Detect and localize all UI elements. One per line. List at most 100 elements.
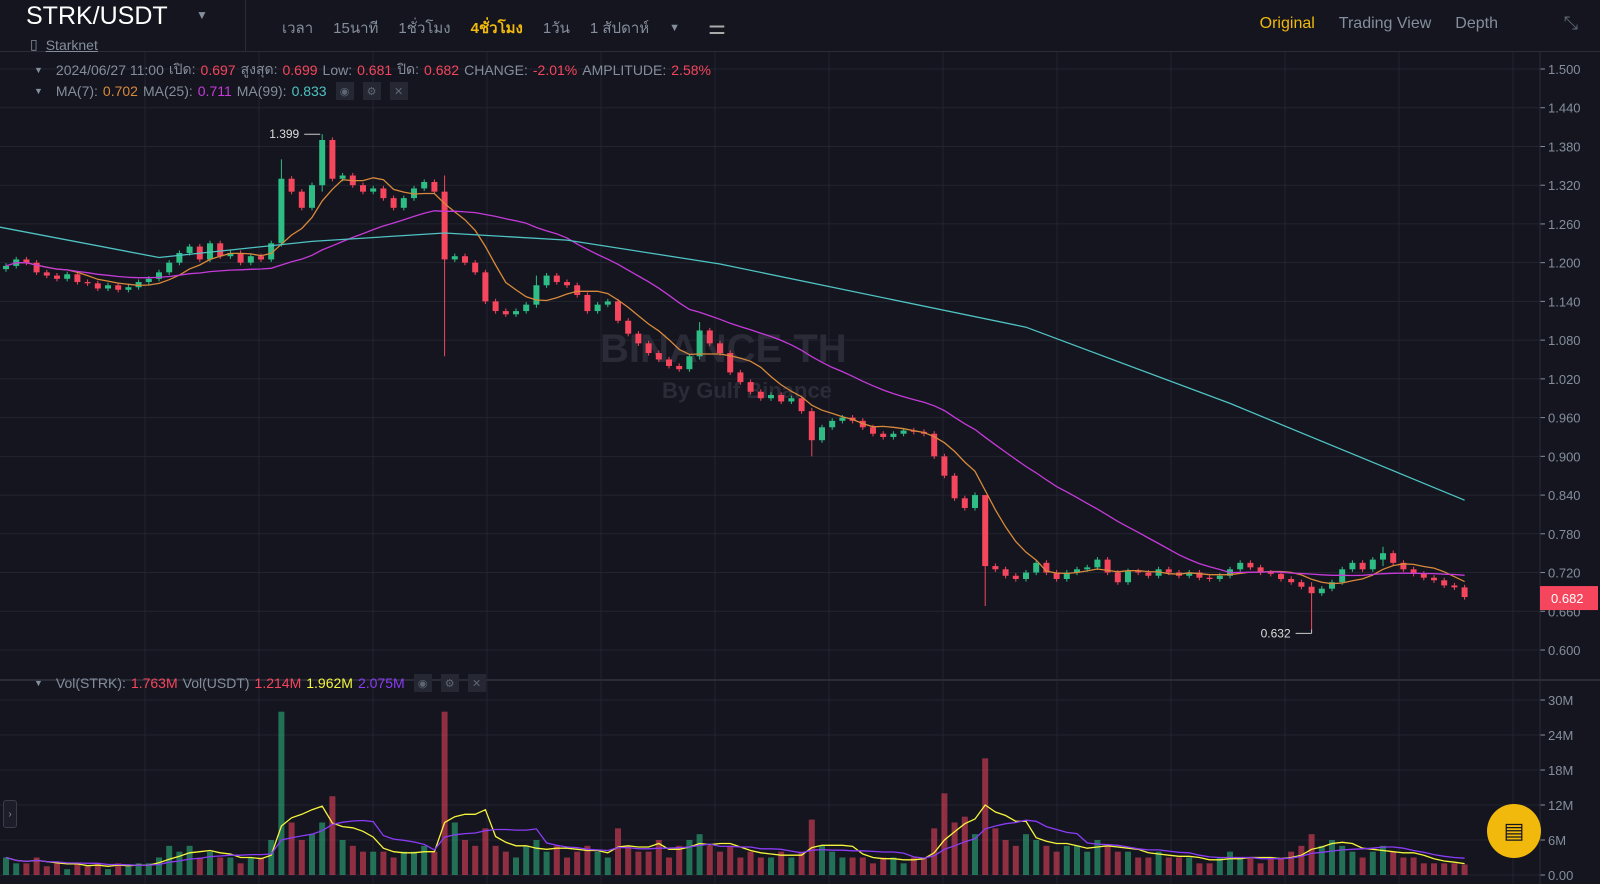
- candle: [1094, 557, 1101, 570]
- candle: [1043, 560, 1050, 576]
- eye-icon[interactable]: ◉: [413, 674, 432, 692]
- more-intervals-icon[interactable]: ▼: [669, 21, 681, 34]
- candle: [951, 473, 958, 501]
- candle-body: [1461, 587, 1468, 598]
- candle: [778, 392, 785, 405]
- volume-bar: [74, 863, 81, 875]
- volume-bar: [207, 851, 213, 875]
- volume-tick-label: 18M: [1548, 763, 1573, 778]
- candle: [135, 279, 142, 290]
- candle: [574, 282, 581, 298]
- close-icon[interactable]: ✕: [389, 82, 408, 100]
- volume-bar: [584, 845, 591, 875]
- candle-body: [1216, 575, 1223, 579]
- volume-bar: [910, 857, 917, 875]
- candle-body: [1390, 553, 1397, 563]
- volume-bar: [288, 822, 295, 875]
- volume-bar: [1135, 857, 1142, 875]
- volume-bar: [676, 845, 683, 875]
- gear-icon[interactable]: ⚙: [440, 674, 459, 692]
- volume-bar: [982, 758, 989, 875]
- candle: [808, 407, 815, 457]
- last-price-badge: [1540, 586, 1598, 611]
- candle-body: [584, 294, 591, 312]
- vol-ma1-value: 1.962M: [306, 675, 353, 691]
- pair-dropdown-icon[interactable]: ▼: [196, 8, 208, 22]
- chat-button[interactable]: ▤: [1487, 804, 1541, 858]
- close-icon[interactable]: ✕: [467, 674, 486, 692]
- interval-1d[interactable]: 1วัน: [542, 19, 570, 37]
- volume-bar: [890, 857, 897, 875]
- volume-bar: [411, 851, 417, 875]
- candle-body: [727, 353, 734, 373]
- collapse-icon[interactable]: ⤡: [1563, 13, 1578, 33]
- expand-panel-icon[interactable]: ›: [3, 800, 17, 828]
- interval-15m[interactable]: 15นาที: [333, 19, 379, 37]
- interval-4h[interactable]: 4ชั่วโมง: [470, 19, 523, 37]
- settings-sliders-icon[interactable]: ⚌: [708, 17, 726, 39]
- volume-bar: [105, 869, 111, 875]
- interval-1w[interactable]: 1 สัปดาห์: [589, 19, 650, 37]
- interval-time[interactable]: เวลา: [282, 19, 314, 37]
- candle-body: [472, 262, 479, 273]
- volume-bar: [1145, 857, 1152, 875]
- candle: [329, 137, 336, 182]
- candle-body: [237, 252, 244, 263]
- candle-body: [992, 566, 999, 570]
- candle-body: [421, 181, 428, 189]
- volume-bar: [145, 863, 152, 875]
- change-value: -2.01%: [532, 62, 578, 78]
- candle-body: [870, 427, 876, 434]
- candle: [1053, 569, 1060, 582]
- candle: [982, 495, 989, 607]
- volume-bar: [390, 857, 397, 875]
- view-trading-view[interactable]: Trading View: [1338, 15, 1432, 32]
- pair-title[interactable]: STRK/USDT: [26, 2, 168, 30]
- eye-icon[interactable]: ◉: [335, 82, 354, 100]
- volume-bar: [156, 857, 162, 875]
- price-tick-label: 0.780: [1548, 527, 1581, 542]
- candle-body: [1359, 562, 1366, 570]
- candle-body: [298, 191, 305, 208]
- candle-body: [1023, 572, 1029, 579]
- candle-body: [33, 262, 40, 273]
- candle: [696, 322, 703, 360]
- candle: [1196, 569, 1203, 581]
- volume-bar: [819, 845, 825, 875]
- ma99-line: [0, 226, 1465, 501]
- view-original[interactable]: Original: [1259, 15, 1315, 32]
- candle: [788, 395, 795, 405]
- candle-body: [931, 433, 938, 457]
- volume-bar: [1247, 857, 1254, 875]
- ma-legend: ▼ MA(7): 0.702 MA(25): 0.711 MA(99): 0.833 …: [34, 82, 408, 100]
- candle-body: [1410, 569, 1417, 574]
- candle: [33, 260, 40, 275]
- interval-1h[interactable]: 1ชั่วโมง: [398, 19, 451, 37]
- collapse-caret-icon[interactable]: ▼: [34, 86, 43, 96]
- candle: [1206, 575, 1213, 582]
- candle-body: [1206, 577, 1213, 579]
- candle: [645, 340, 652, 356]
- ma25-value: 0.711: [197, 83, 232, 99]
- project-name[interactable]: Starknet: [45, 36, 98, 53]
- volume-ma10-line: [5, 819, 1465, 867]
- volume-bar: [829, 851, 836, 875]
- chat-icon: ▤: [1503, 818, 1525, 843]
- candle-body: [941, 456, 948, 476]
- candle-body: [94, 283, 101, 289]
- volume-bar: [706, 845, 713, 875]
- vol-usdt-value: 1.214M: [254, 675, 302, 691]
- volume-tick-label: 6M: [1548, 833, 1566, 848]
- candle-body: [1135, 571, 1142, 573]
- price-tick-label: 1.500: [1548, 62, 1581, 77]
- gear-icon[interactable]: ⚙: [362, 82, 381, 100]
- volume-bar: [125, 866, 132, 875]
- candle: [931, 431, 938, 459]
- min-price-label: 0.632: [1261, 626, 1291, 640]
- candle: [1104, 557, 1111, 576]
- collapse-caret-icon[interactable]: ▼: [34, 678, 43, 688]
- collapse-caret-icon[interactable]: ▼: [34, 65, 43, 75]
- view-depth[interactable]: Depth: [1455, 15, 1498, 32]
- project-link[interactable]: ▯ Starknet: [30, 36, 98, 53]
